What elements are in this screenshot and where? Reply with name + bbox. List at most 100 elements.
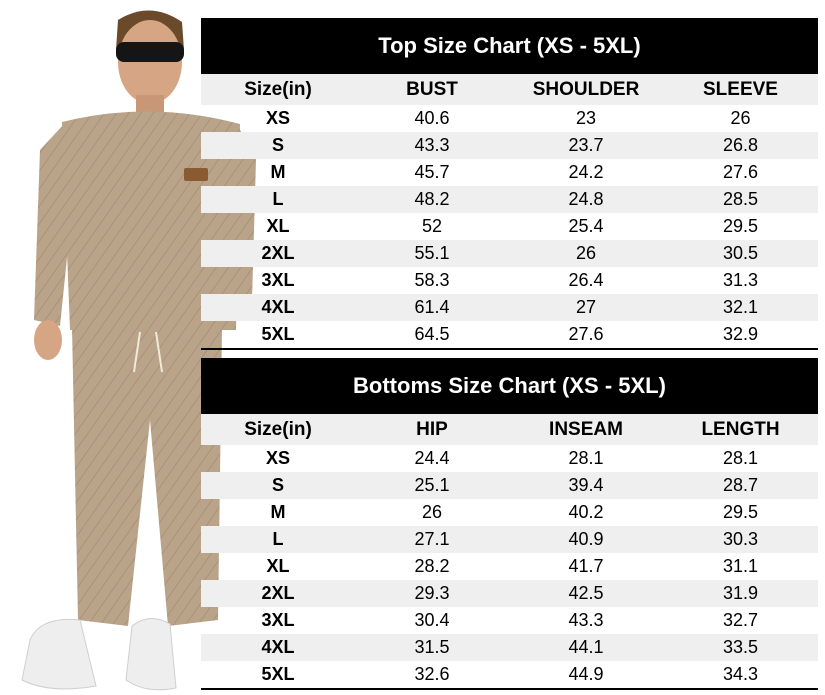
size-cell: M <box>270 502 286 522</box>
size-cell: XS <box>265 448 290 468</box>
value-cell: 52 <box>421 216 443 236</box>
value-cell: 31.1 <box>722 556 759 576</box>
value-cell: 24.8 <box>568 189 604 209</box>
column-header: Size(in) <box>244 418 312 440</box>
value-cell: 23 <box>575 108 597 128</box>
size-cell: XS <box>265 108 290 128</box>
spacer <box>201 350 818 358</box>
value-cell: 29.3 <box>414 583 450 603</box>
table-row: 4XL 31.5 44.1 33.5 <box>201 634 818 661</box>
value-cell: 45.7 <box>414 162 450 182</box>
value-cell: 29.5 <box>722 502 759 522</box>
table-row: L 48.2 24.8 28.5 <box>201 186 818 213</box>
value-cell: 26 <box>575 243 597 263</box>
divider <box>201 688 818 690</box>
table-row: M 45.7 24.2 27.6 <box>201 159 818 186</box>
value-cell: 25.1 <box>414 475 450 495</box>
table-row: XS 24.4 28.1 28.1 <box>201 445 818 472</box>
size-cell: 2XL <box>261 243 295 263</box>
size-cell: S <box>271 135 284 155</box>
value-cell: 28.2 <box>414 556 450 576</box>
value-cell: 43.3 <box>414 135 450 155</box>
value-cell: 25.4 <box>568 216 604 236</box>
size-cell: 5XL <box>261 664 295 684</box>
bottoms-header-row: Size(in) HIP INSEAM LENGTH <box>201 414 818 445</box>
size-cell: L <box>272 189 284 209</box>
size-cell: 4XL <box>261 297 295 317</box>
size-cell: 3XL <box>261 270 295 290</box>
value-cell: 44.9 <box>568 664 604 684</box>
table-row: 4XL 61.4 27 32.1 <box>201 294 818 321</box>
value-cell: 32.7 <box>722 610 759 630</box>
value-cell: 30.4 <box>414 610 450 630</box>
table-row: 2XL 55.1 26 30.5 <box>201 240 818 267</box>
value-cell: 39.4 <box>568 475 604 495</box>
value-cell: 32.1 <box>722 297 759 317</box>
value-cell: 24.2 <box>568 162 604 182</box>
value-cell: 32.6 <box>414 664 450 684</box>
size-cell: L <box>272 529 284 549</box>
table-row: 3XL 30.4 43.3 32.7 <box>201 607 818 634</box>
bottoms-chart-title: Bottoms Size Chart (XS - 5XL) <box>201 358 818 414</box>
value-cell: 28.1 <box>568 448 604 468</box>
value-cell: 30.5 <box>722 243 759 263</box>
table-row: 3XL 58.3 26.4 31.3 <box>201 267 818 294</box>
table-row: S 25.1 39.4 28.7 <box>201 472 818 499</box>
value-cell: 42.5 <box>568 583 604 603</box>
column-header: SLEEVE <box>703 78 778 100</box>
size-cell: XL <box>266 556 290 576</box>
column-header: LENGTH <box>701 418 780 440</box>
value-cell: 26.4 <box>568 270 604 290</box>
column-header: HIP <box>416 418 448 440</box>
value-cell: 23.7 <box>568 135 604 155</box>
table-row: M 26 40.2 29.5 <box>201 499 818 526</box>
value-cell: 31.5 <box>414 637 450 657</box>
table-row: XL 52 25.4 29.5 <box>201 213 818 240</box>
pants <box>72 328 222 626</box>
value-cell: 29.5 <box>722 216 759 236</box>
value-cell: 30.3 <box>722 529 759 549</box>
table-row: XS 40.6 23 26 <box>201 105 818 132</box>
value-cell: 26.8 <box>722 135 759 155</box>
value-cell: 61.4 <box>414 297 450 317</box>
value-cell: 26 <box>730 108 751 128</box>
value-cell: 40.9 <box>568 529 604 549</box>
value-cell: 58.3 <box>414 270 450 290</box>
table-row: 5XL 64.5 27.6 32.9 <box>201 321 818 348</box>
value-cell: 48.2 <box>414 189 450 209</box>
value-cell: 28.7 <box>722 475 759 495</box>
top-chart-title: Top Size Chart (XS - 5XL) <box>201 18 818 74</box>
value-cell: 27.6 <box>722 162 759 182</box>
table-row: L 27.1 40.9 30.3 <box>201 526 818 553</box>
table-row: 2XL 29.3 42.5 31.9 <box>201 580 818 607</box>
size-cell: S <box>271 475 284 495</box>
table-row: 5XL 32.6 44.9 34.3 <box>201 661 818 688</box>
value-cell: 26 <box>421 502 443 522</box>
size-chart-tables: Top Size Chart (XS - 5XL) Size(in) BUST … <box>201 18 818 690</box>
value-cell: 41.7 <box>568 556 604 576</box>
value-cell: 27.1 <box>414 529 450 549</box>
value-cell: 40.2 <box>568 502 604 522</box>
value-cell: 27.6 <box>568 324 604 344</box>
value-cell: 40.6 <box>414 108 450 128</box>
table-row: XL 28.2 41.7 31.1 <box>201 553 818 580</box>
column-header: INSEAM <box>549 418 623 440</box>
value-cell: 33.5 <box>722 637 759 657</box>
value-cell: 32.9 <box>722 324 759 344</box>
value-cell: 28.5 <box>722 189 759 209</box>
divider <box>201 348 818 350</box>
value-cell: 55.1 <box>414 243 450 263</box>
left-shoe <box>21 618 97 690</box>
value-cell: 27 <box>575 297 597 317</box>
value-cell: 31.3 <box>722 270 759 290</box>
value-cell: 28.1 <box>722 448 759 468</box>
size-cell: 5XL <box>261 324 295 344</box>
size-cell: 4XL <box>261 637 295 657</box>
top-header-row: Size(in) BUST SHOULDER SLEEVE <box>201 74 818 105</box>
size-cell: XL <box>266 216 290 236</box>
logo-patch <box>184 168 208 181</box>
bottoms-size-chart: Bottoms Size Chart (XS - 5XL) Size(in) H… <box>201 358 818 690</box>
value-cell: 44.1 <box>568 637 604 657</box>
sweatshirt <box>62 111 240 330</box>
value-cell: 34.3 <box>722 664 759 684</box>
